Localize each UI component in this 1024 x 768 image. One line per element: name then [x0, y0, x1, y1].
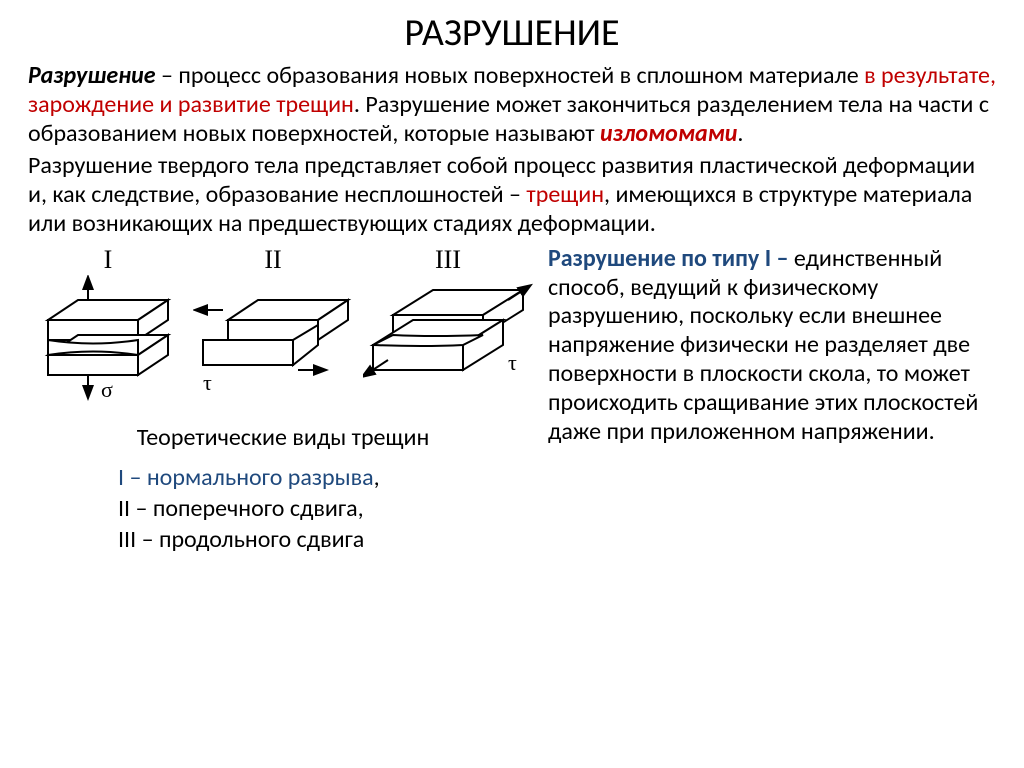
mode-3-label: III	[363, 245, 533, 275]
legend: I – нормального разрыва, II – поперечног…	[28, 462, 538, 556]
mode-2-svg: τ	[193, 275, 353, 415]
mode-2-block: II τ	[193, 245, 353, 415]
mode-1-block: I	[33, 245, 183, 415]
p2-red1: трещин	[526, 180, 604, 209]
p1-red2: изломомами	[600, 119, 737, 148]
mode-2-label: II	[193, 245, 353, 275]
sigma-label: σ	[101, 377, 113, 402]
legend-1: I – нормального разрыва	[118, 463, 374, 492]
page-title: РАЗРУШЕНИЕ	[28, 10, 996, 56]
right-rest: единственный способ, ведущий к физическо…	[548, 244, 978, 446]
p1-t1: – процесс образования новых поверхностей…	[156, 61, 865, 90]
mode-1-svg: σ	[33, 275, 183, 415]
right-blue: Разрушение по типу I –	[548, 244, 788, 273]
svg-text:τ: τ	[203, 370, 212, 395]
mode-3-block: III τ	[363, 245, 533, 415]
term-razrushenie: Разрушение	[28, 61, 156, 90]
svg-text:τ: τ	[508, 350, 517, 375]
legend-2: II – поперечного сдвига,	[118, 493, 538, 524]
right-text: Разрушение по типу I – единственный спос…	[538, 245, 996, 556]
mode-1-label: I	[33, 245, 183, 275]
paragraph-2: Разрушение твердого тела представляет со…	[28, 152, 996, 238]
mode-3-svg: τ	[363, 275, 533, 415]
paragraph-1: Разрушение – процесс образования новых п…	[28, 62, 996, 148]
legend-3: III – продольного сдвига	[118, 524, 538, 555]
diagram-caption: Теоретические виды трещин	[28, 423, 538, 452]
legend-1b: ,	[374, 463, 380, 492]
p1-t3: .	[737, 119, 743, 148]
crack-mode-diagram: I	[28, 245, 538, 415]
